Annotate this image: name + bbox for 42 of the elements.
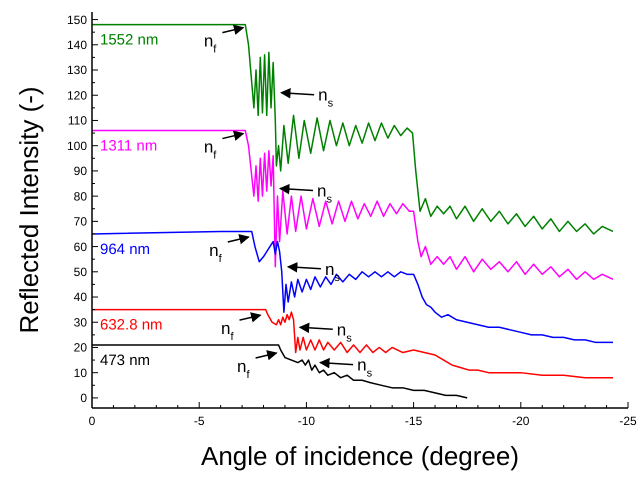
y-tick-label: 80 bbox=[74, 189, 88, 204]
y-tick-label: 60 bbox=[74, 240, 88, 254]
x-tick-label: -20 bbox=[512, 414, 530, 428]
y-tick-label: 50 bbox=[74, 264, 88, 279]
y-tick-label: 100 bbox=[66, 138, 88, 153]
y-tick-label: 110 bbox=[68, 114, 88, 128]
x-tick-label: 0 bbox=[88, 414, 96, 428]
series-label: 1552 nm bbox=[100, 32, 158, 49]
y-tick-label: 70 bbox=[74, 214, 88, 229]
y-tick-label: 120 bbox=[66, 88, 88, 102]
annotation: n$_{s}$ bbox=[317, 182, 332, 206]
annotation: n$_{s}$ bbox=[357, 356, 373, 380]
y-tick-label: 40 bbox=[74, 290, 88, 304]
y-axis-title: Reflected Intensity (-) bbox=[14, 86, 44, 334]
line-series bbox=[91, 130, 614, 280]
x-tick-label: -5 bbox=[194, 414, 205, 428]
y-tick-label: 130 bbox=[66, 63, 88, 78]
x-tick-label: -15 bbox=[404, 414, 423, 428]
annotation: n$_{s}$ bbox=[336, 320, 352, 344]
series-label: 473 nm bbox=[100, 352, 150, 369]
y-tick-label: 140 bbox=[66, 38, 88, 52]
line-series bbox=[91, 24, 614, 235]
y-tick-label: 10 bbox=[74, 366, 88, 380]
line-series bbox=[91, 230, 614, 344]
series-label: 632.8 nm bbox=[100, 316, 163, 334]
y-tick-label: 20 bbox=[74, 340, 88, 355]
line-series bbox=[91, 308, 614, 378]
x-tick-label: -25 bbox=[619, 414, 637, 428]
annotation: n$_{f}$ bbox=[204, 32, 218, 56]
x-tick-label: -10 bbox=[298, 414, 316, 428]
y-tick-label: 0 bbox=[80, 391, 88, 406]
x-axis-title: Angle of incidence (degree) bbox=[201, 441, 519, 471]
y-tick-label: 150 bbox=[66, 12, 88, 27]
annotation: n$_{s}$ bbox=[318, 86, 334, 110]
series-label: 964 nm bbox=[100, 240, 150, 258]
annotation: n$_{f}$ bbox=[237, 356, 251, 381]
annotation: n$_{f}$ bbox=[204, 138, 218, 162]
y-tick-label: 90 bbox=[74, 164, 88, 178]
series-label: 1311 nm bbox=[100, 138, 158, 155]
y-tick-label: 30 bbox=[74, 315, 88, 330]
annotation: n$_{f}$ bbox=[209, 240, 223, 265]
annotation: n$_{f}$ bbox=[220, 319, 234, 344]
